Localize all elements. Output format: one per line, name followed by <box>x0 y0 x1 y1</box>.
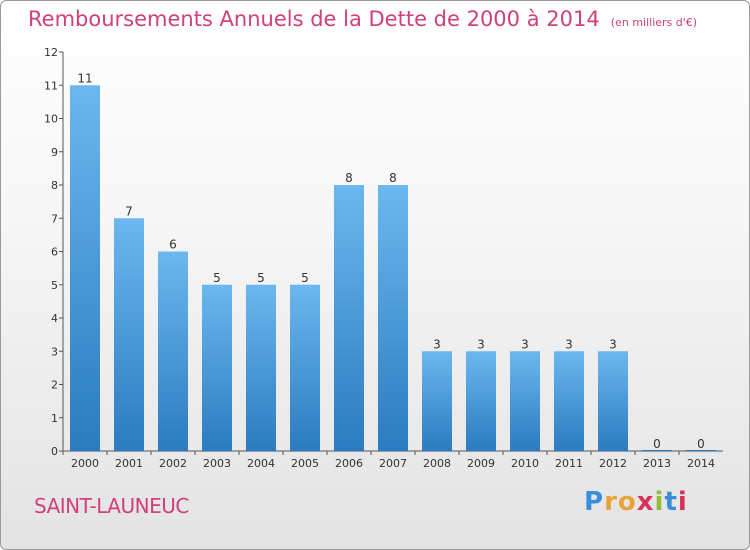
bar <box>290 284 320 451</box>
bar <box>70 85 100 451</box>
logo-letter: i <box>677 487 688 517</box>
data-label: 8 <box>345 171 353 185</box>
x-tick-label: 2008 <box>423 457 451 470</box>
logo-letter: r <box>604 487 618 517</box>
data-label: 3 <box>609 337 617 351</box>
x-tick-label: 2012 <box>599 457 627 470</box>
logo-letter: x <box>636 487 655 517</box>
y-tick-label: 12 <box>44 46 58 59</box>
data-label: 5 <box>301 271 309 285</box>
y-tick-label: 2 <box>51 379 58 392</box>
bar <box>378 185 408 451</box>
x-tick-label: 2006 <box>335 457 363 470</box>
y-tick-label: 11 <box>44 79 58 92</box>
bar <box>466 351 496 451</box>
data-label: 5 <box>213 271 221 285</box>
data-label: 0 <box>653 437 661 451</box>
data-label: 11 <box>77 71 92 85</box>
x-tick-label: 2002 <box>159 457 187 470</box>
logo-letter: t <box>664 487 678 517</box>
y-tick-label: 9 <box>51 146 58 159</box>
bar <box>334 185 364 451</box>
x-tick-label: 2001 <box>115 457 143 470</box>
data-label: 6 <box>169 238 177 252</box>
x-tick-label: 2011 <box>555 457 583 470</box>
y-tick-label: 3 <box>51 345 58 358</box>
x-tick-label: 2010 <box>511 457 539 470</box>
x-tick-label: 2005 <box>291 457 319 470</box>
bar <box>510 351 540 451</box>
bar <box>202 284 232 451</box>
title-main: Remboursements Annuels de la Dette de 20… <box>28 7 600 31</box>
bar <box>598 351 628 451</box>
x-tick-label: 2007 <box>379 457 407 470</box>
x-tick-label: 2004 <box>247 457 275 470</box>
x-tick-label: 2003 <box>203 457 231 470</box>
y-tick-label: 1 <box>51 412 58 425</box>
data-label: 7 <box>125 204 133 218</box>
title-unit: (en milliers d'€) <box>610 16 698 29</box>
bar <box>642 450 672 451</box>
proxiti-logo: Proxiti <box>584 487 688 517</box>
bar <box>554 351 584 451</box>
bar <box>114 218 144 451</box>
x-tick-label: 2000 <box>71 457 99 470</box>
logo-letter: i <box>654 487 665 517</box>
data-label: 3 <box>521 337 529 351</box>
bar <box>686 450 716 451</box>
y-tick-label: 7 <box>51 212 58 225</box>
y-tick-label: 8 <box>51 179 58 192</box>
chart-title: Remboursements Annuels de la Dette de 20… <box>28 7 697 31</box>
bar <box>158 251 188 451</box>
data-label: 3 <box>565 337 573 351</box>
y-tick-label: 5 <box>51 279 58 292</box>
data-label: 5 <box>257 271 265 285</box>
y-tick-label: 0 <box>51 445 58 458</box>
logo-letter: P <box>584 487 605 517</box>
bar <box>246 284 276 451</box>
x-tick-label: 2013 <box>643 457 671 470</box>
x-tick-label: 2014 <box>687 457 715 470</box>
data-label: 8 <box>389 171 397 185</box>
commune-name: SAINT-LAUNEUC <box>34 494 189 518</box>
y-tick-label: 4 <box>51 312 58 325</box>
x-tick-label: 2009 <box>467 457 495 470</box>
y-tick-label: 10 <box>44 113 58 126</box>
bar <box>422 351 452 451</box>
data-label: 0 <box>697 437 705 451</box>
y-tick-label: 6 <box>51 246 58 259</box>
data-label: 3 <box>477 337 485 351</box>
data-label: 3 <box>433 337 441 351</box>
logo-letter: o <box>617 487 637 517</box>
